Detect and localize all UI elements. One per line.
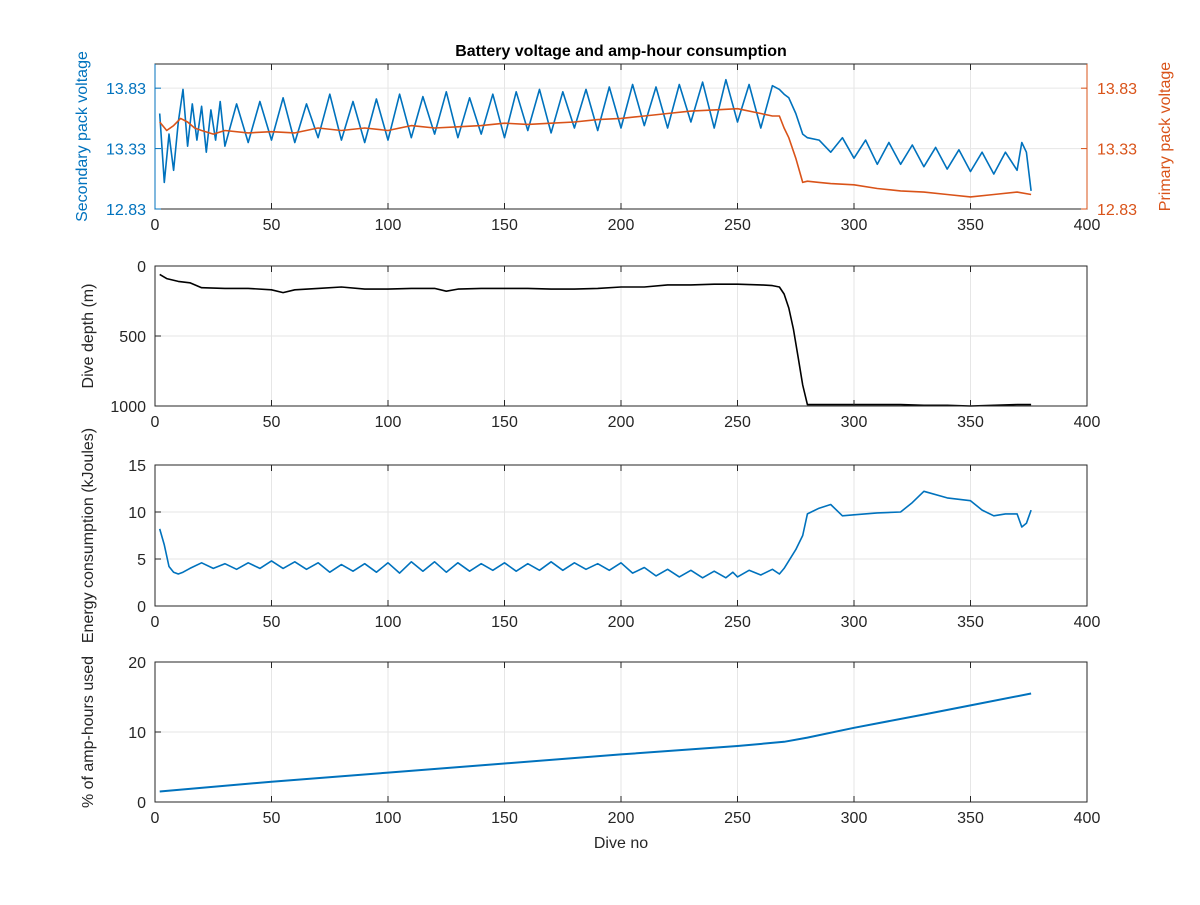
y-tick-label: 1000: [110, 399, 146, 416]
x-tick-label: 350: [957, 614, 984, 631]
x-tick-label: 150: [491, 614, 518, 631]
y-tick-label: 15: [128, 458, 146, 475]
y-tick-label: 5: [137, 552, 146, 569]
y-tick-label: 500: [119, 329, 146, 346]
x-axis-label: Dive no: [594, 835, 648, 852]
x-tick-label: 0: [151, 810, 160, 827]
x-tick-label: 300: [841, 217, 868, 234]
panel-4: 0 50 100 150 200 250 300 350 400 0 10 20 % of amp-ho…: [80, 655, 1100, 852]
x-tick-label: 250: [724, 810, 751, 827]
panel-1: 0 50 100 150 200 250 300 350 40012.8313.3313.831…: [74, 43, 1174, 234]
x-tick-label: 50: [263, 810, 281, 827]
x-tick-label: 200: [608, 414, 635, 431]
y-tick-label: 0: [137, 259, 146, 276]
y-tick-label: 12.83: [106, 202, 146, 219]
x-tick-label: 300: [841, 810, 868, 827]
x-tick-label: 100: [375, 217, 402, 234]
x-tick-label: 400: [1074, 217, 1101, 234]
panel-2: 0 50 100 150 200 250 300 350 400 0 500 1000 Dive dep…: [80, 259, 1100, 431]
x-tick-label: 350: [957, 810, 984, 827]
x-tick-label: 200: [608, 217, 635, 234]
chart-title: Battery voltage and amp-hour consumption: [455, 43, 787, 60]
y-tick-label: 10: [128, 505, 146, 522]
y-axis-label: % of amp-hours used: [80, 656, 97, 808]
x-tick-label: 200: [608, 810, 635, 827]
y-axis-label: Energy consumption (kJoules): [80, 428, 97, 643]
x-tick-label: 400: [1074, 810, 1101, 827]
x-tick-label: 50: [263, 217, 281, 234]
x-tick-label: 350: [957, 217, 984, 234]
x-tick-label: 100: [375, 414, 402, 431]
x-tick-label: 150: [491, 414, 518, 431]
x-tick-label: 200: [608, 614, 635, 631]
y-tick-label: 10: [128, 725, 146, 742]
y-tick-label: 0: [137, 795, 146, 812]
series-line-1-2: [159, 107, 1032, 198]
y-axis-label: Dive depth (m): [80, 284, 97, 389]
x-tick-label: 0: [151, 414, 160, 431]
y-axis-label: Secondary pack voltage: [74, 51, 91, 222]
x-tick-label: 300: [841, 614, 868, 631]
x-tick-label: 150: [491, 217, 518, 234]
y-tick-label: 0: [137, 599, 146, 616]
series-line-1-1: [158, 78, 1032, 191]
y-right-tick-label: 13.83: [1097, 81, 1137, 98]
x-tick-label: 100: [375, 614, 402, 631]
series-line-2-1: [159, 273, 1032, 407]
x-tick-label: 250: [724, 217, 751, 234]
y-tick-label: 13.33: [106, 142, 146, 159]
x-tick-label: 400: [1074, 414, 1101, 431]
x-tick-label: 100: [375, 810, 402, 827]
y-right-tick-label: 13.33: [1097, 142, 1137, 159]
panel-3: 0 50 100 150 200 250 300 350 400 0 5 10 15 Energy con…: [80, 428, 1100, 643]
x-tick-label: 250: [724, 414, 751, 431]
x-tick-label: 50: [263, 414, 281, 431]
x-tick-label: 0: [151, 217, 160, 234]
x-tick-label: 300: [841, 414, 868, 431]
y-axis-label-right: Primary pack voltage: [1157, 62, 1174, 211]
x-tick-label: 250: [724, 614, 751, 631]
y-right-tick-label: 12.83: [1097, 202, 1137, 219]
x-tick-label: 350: [957, 414, 984, 431]
x-tick-label: 400: [1074, 614, 1101, 631]
series-line-4-1: [159, 692, 1032, 793]
y-tick-label: 20: [128, 655, 146, 672]
x-tick-label: 50: [263, 614, 281, 631]
x-tick-label: 0: [151, 614, 160, 631]
series-line-3-1: [158, 490, 1032, 579]
x-tick-label: 150: [491, 810, 518, 827]
y-tick-label: 13.83: [106, 81, 146, 98]
